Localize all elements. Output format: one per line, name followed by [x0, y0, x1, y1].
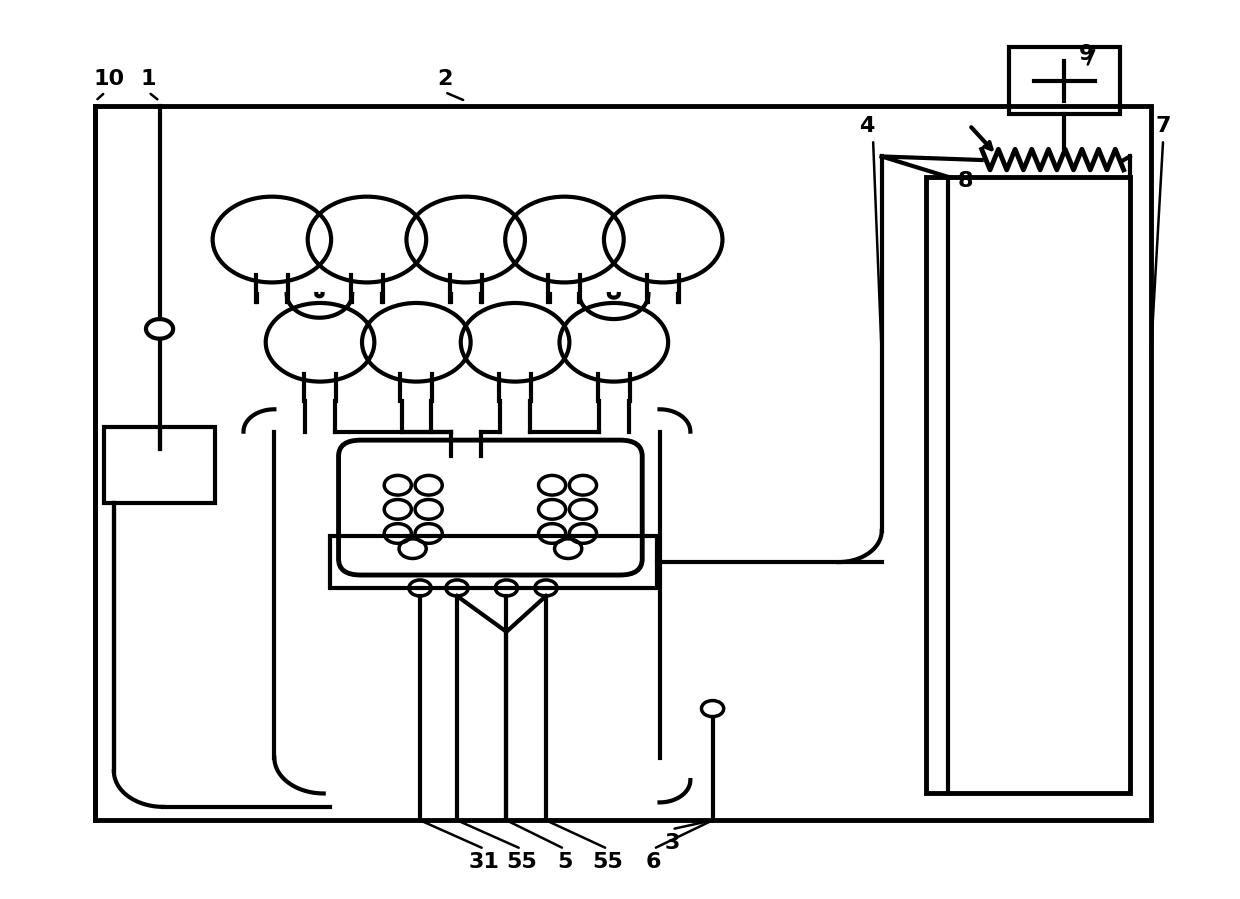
Bar [95, 105, 1151, 820]
Text: 5: 5 [557, 852, 572, 872]
Text: 2: 2 [436, 68, 453, 89]
Text: 55: 55 [593, 852, 622, 872]
Text: 1: 1 [140, 68, 156, 89]
Bar [330, 536, 657, 588]
Bar [1009, 48, 1120, 114]
Text: 6: 6 [646, 852, 661, 872]
Text: 31: 31 [469, 852, 500, 872]
Text: 55: 55 [506, 852, 537, 872]
Bar [104, 427, 215, 503]
Text: 4: 4 [859, 116, 874, 136]
Text: 7: 7 [1156, 116, 1171, 136]
Bar [926, 177, 1130, 794]
Text: 3: 3 [665, 832, 680, 852]
Text: 10: 10 [93, 68, 124, 89]
Text: 8: 8 [957, 172, 973, 191]
Text: 9: 9 [1079, 44, 1095, 64]
